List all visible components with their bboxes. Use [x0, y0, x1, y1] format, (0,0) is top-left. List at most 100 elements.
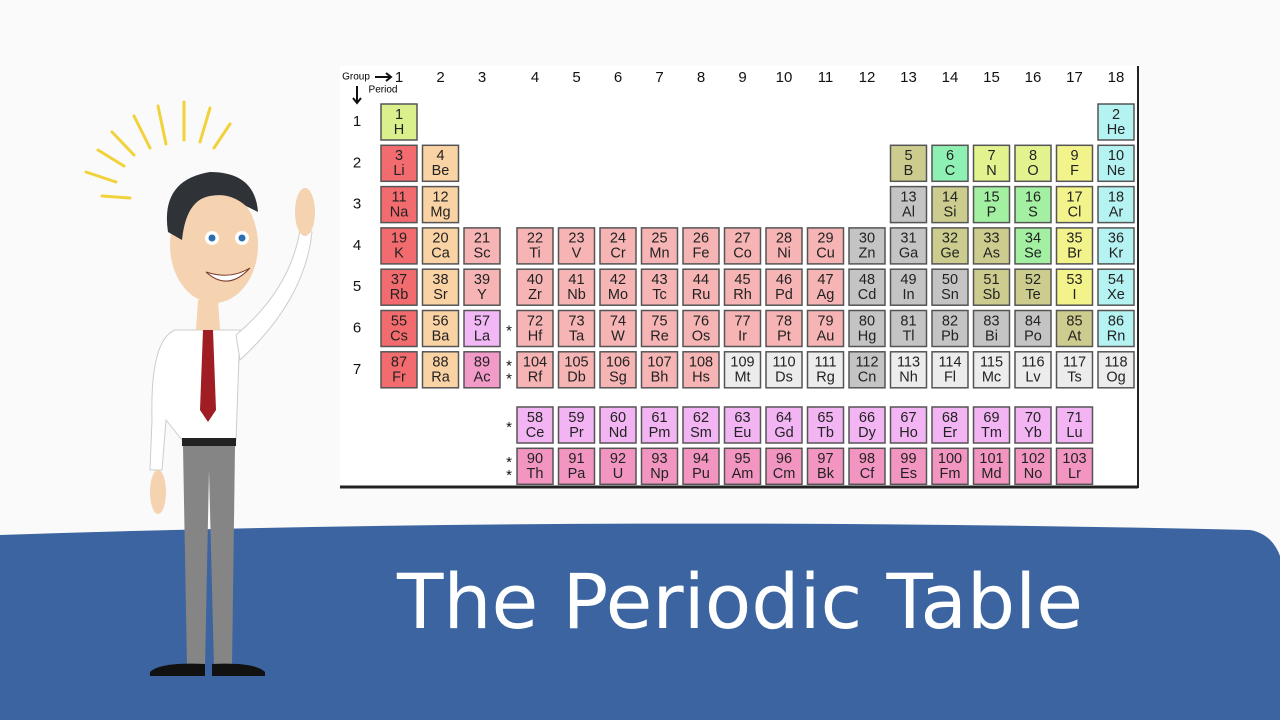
- element-symbol: Be: [432, 163, 450, 179]
- element-symbol: Pb: [941, 328, 959, 344]
- group-number: 9: [738, 69, 746, 86]
- element-symbol: Bh: [651, 370, 669, 386]
- cell-box: [848, 227, 886, 265]
- atomic-number: 35: [1066, 231, 1082, 247]
- cell-box: [931, 185, 969, 224]
- cell-box: [931, 406, 969, 444]
- atomic-number: 50: [942, 272, 958, 288]
- atomic-number: 6: [946, 148, 954, 164]
- cell-box: [516, 268, 554, 306]
- atomic-number: 33: [983, 231, 999, 247]
- atomic-number: 23: [568, 231, 584, 247]
- element-symbol: Rb: [390, 287, 409, 303]
- cell-box: [972, 144, 1011, 183]
- cell-box: [723, 227, 762, 265]
- atomic-number: 110: [772, 355, 795, 371]
- cell-box: [931, 351, 969, 389]
- element-symbol: Am: [732, 466, 754, 482]
- cell-box: [463, 268, 501, 306]
- arrow: [375, 72, 393, 82]
- element-cell: 23V: [557, 227, 596, 265]
- group-number: 13: [900, 69, 917, 86]
- atomic-number: 56: [432, 313, 448, 329]
- element-symbol: Ts: [1067, 370, 1082, 386]
- atomic-number: 65: [817, 410, 833, 426]
- atomic-number: 5: [904, 148, 912, 164]
- element-symbol: H: [394, 122, 404, 138]
- atomic-number: 63: [734, 410, 750, 426]
- atomic-number: 30: [859, 231, 875, 247]
- atomic-number: 108: [689, 355, 713, 371]
- element-symbol: Te: [1025, 287, 1040, 303]
- cell-box: [723, 406, 762, 444]
- element-symbol: Cm: [773, 466, 796, 482]
- element-symbol: Na: [390, 204, 409, 220]
- cell-box: [972, 351, 1011, 389]
- element-symbol: Ce: [526, 425, 545, 441]
- cell-box: [1014, 268, 1052, 306]
- atomic-number: 40: [527, 272, 543, 288]
- atomic-number: 20: [432, 231, 448, 247]
- element-cell: 53I: [1055, 268, 1094, 306]
- atomic-number: 29: [817, 231, 833, 247]
- atomic-number: 70: [1025, 410, 1041, 426]
- element-symbol: Bk: [817, 466, 835, 482]
- element-symbol: Re: [650, 328, 669, 344]
- group-number: 4: [531, 69, 539, 86]
- cell-box: [1055, 227, 1094, 265]
- cell-box: [463, 309, 501, 348]
- cell-box: [599, 227, 637, 265]
- group-number: 10: [776, 69, 793, 86]
- atomic-number: 105: [564, 355, 588, 371]
- element-cell: 74W: [599, 309, 637, 348]
- cell-box: [806, 406, 845, 444]
- cell-box: [516, 309, 554, 348]
- group-number: 18: [1108, 69, 1125, 86]
- period-number: 6: [353, 319, 361, 336]
- element-symbol: Pd: [775, 287, 793, 303]
- cell-box: [848, 309, 886, 348]
- element-symbol: O: [1027, 163, 1038, 179]
- element-symbol: Rg: [816, 370, 835, 386]
- cell-box: [682, 406, 720, 444]
- element-symbol: Sc: [474, 246, 491, 262]
- element-symbol: At: [1068, 328, 1082, 344]
- cell-box: [889, 351, 928, 389]
- cell-box: [723, 447, 762, 486]
- element-symbol: Zn: [859, 246, 876, 262]
- cell-box: [380, 227, 418, 265]
- element-cell: 4Be: [421, 144, 460, 183]
- cell-box: [1014, 351, 1052, 389]
- element-symbol: Po: [1024, 328, 1042, 344]
- cell-box: [1055, 268, 1094, 306]
- element-cell: 92U: [599, 447, 637, 486]
- atomic-number: 118: [1104, 355, 1127, 371]
- atomic-number: 112: [855, 355, 878, 371]
- atomic-number: 44: [693, 272, 709, 288]
- atomic-number: 51: [983, 272, 999, 288]
- atomic-number: 32: [942, 231, 958, 247]
